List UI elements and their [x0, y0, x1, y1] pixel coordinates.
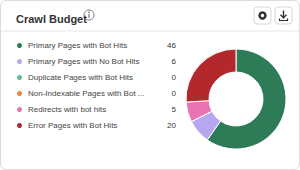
svg-text:Crawl Budget: Crawl Budget	[16, 13, 87, 25]
svg-text:5: 5	[172, 105, 177, 114]
svg-text:Error Pages with Bot Hits: Error Pages with Bot Hits	[28, 121, 117, 130]
svg-text:0: 0	[172, 89, 177, 98]
svg-text:Redirects with bot hits: Redirects with bot hits	[28, 105, 106, 114]
svg-text:6: 6	[172, 57, 177, 66]
svg-text:46: 46	[167, 41, 176, 50]
svg-text:20: 20	[167, 121, 176, 130]
svg-text:Primary Pages with Bot Hits: Primary Pages with Bot Hits	[28, 41, 127, 50]
svg-text:0: 0	[172, 73, 177, 82]
svg-text:Non-Indexable Pages with Bot .: Non-Indexable Pages with Bot ...	[28, 89, 145, 98]
svg-text:Primary Pages with No Bot Hits: Primary Pages with No Bot Hits	[28, 57, 140, 66]
svg-text:Duplicate Pages with Bot Hits: Duplicate Pages with Bot Hits	[28, 73, 133, 82]
